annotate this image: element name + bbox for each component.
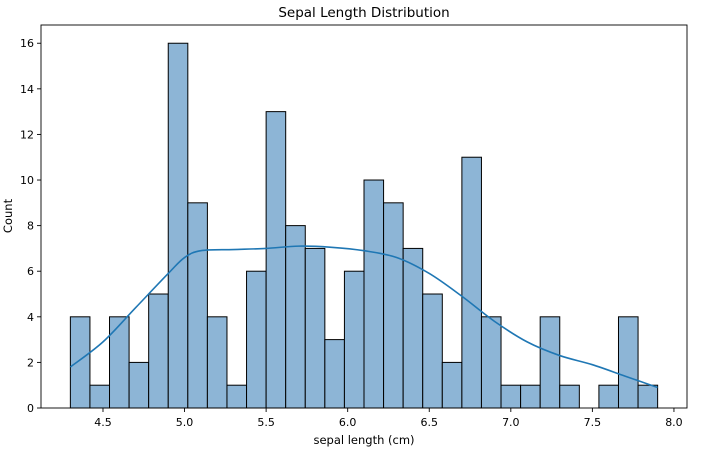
y-tick-label: 16: [20, 37, 34, 50]
histogram-bar: [128, 361, 150, 409]
y-tick-label: 10: [20, 174, 34, 187]
histogram-bar: [480, 316, 502, 409]
y-tick-label: 12: [20, 128, 34, 141]
x-axis-ticks: 4.5 5.0 5.5 6.0 6.5 7.0 7.5 8.0: [94, 408, 683, 429]
histogram-bar: [461, 156, 482, 409]
histogram-bar: [109, 316, 130, 409]
x-tick-label: 5.0: [176, 416, 194, 429]
y-tick-label: 8: [27, 220, 34, 233]
histogram-bar: [343, 270, 365, 409]
x-tick-label: 4.5: [94, 416, 112, 429]
chart-title: Sepal Length Distribution: [278, 5, 449, 21]
y-tick-label: 2: [27, 356, 34, 369]
histogram-bar: [559, 384, 580, 409]
histogram-bar: [598, 384, 619, 409]
y-tick-label: 4: [27, 311, 34, 324]
x-axis-label: sepal length (cm): [313, 433, 414, 447]
histogram-bar: [226, 384, 248, 409]
histogram-bar: [206, 316, 228, 409]
histogram-bar: [324, 339, 345, 409]
y-axis-label: Count: [1, 198, 15, 233]
histogram-bar: [500, 384, 522, 409]
histogram-bar: [383, 202, 404, 409]
histogram-bar: [246, 270, 267, 409]
histogram-bar: [285, 225, 306, 409]
histogram-bar: [167, 42, 189, 409]
histogram-bar: [69, 316, 91, 409]
histogram-bar: [265, 111, 287, 409]
histogram-bar: [89, 384, 111, 409]
histogram-bar: [441, 361, 463, 409]
histogram-bar: [148, 293, 169, 409]
y-axis-ticks: 0 2 4 6 8 10 12 14 16: [20, 37, 41, 415]
x-tick-label: 6.0: [339, 416, 357, 429]
x-tick-label: 7.0: [502, 416, 520, 429]
histogram-bar: [304, 247, 326, 409]
x-tick-label: 5.5: [257, 416, 275, 429]
kde-line: [69, 245, 658, 389]
x-tick-label: 7.5: [584, 416, 602, 429]
y-tick-label: 0: [27, 402, 34, 415]
histogram-bar: [363, 179, 385, 409]
x-tick-label: 6.5: [421, 416, 439, 429]
y-tick-label: 14: [20, 83, 34, 96]
bars-group: [69, 42, 659, 409]
histogram-bar: [422, 293, 443, 409]
y-tick-label: 6: [27, 265, 34, 278]
histogram-bar: [520, 384, 541, 409]
histogram-bar: [402, 247, 424, 409]
histogram-bar: [637, 384, 659, 409]
histogram-bar: [539, 316, 561, 409]
x-tick-label: 8.0: [665, 416, 683, 429]
histogram-bar: [617, 316, 639, 409]
plot-frame: [40, 24, 688, 409]
histogram-bar: [187, 202, 208, 409]
